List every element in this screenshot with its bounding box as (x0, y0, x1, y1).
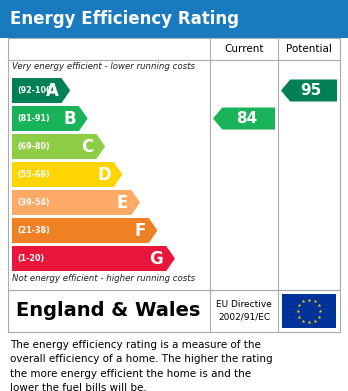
Text: England & Wales: England & Wales (16, 301, 200, 321)
Text: (55-68): (55-68) (17, 170, 50, 179)
Polygon shape (12, 190, 140, 215)
Text: Current: Current (224, 44, 264, 54)
Text: A: A (46, 81, 58, 99)
Text: (92-100): (92-100) (17, 86, 55, 95)
Text: Very energy efficient - lower running costs: Very energy efficient - lower running co… (12, 62, 195, 71)
Text: Potential: Potential (286, 44, 332, 54)
Text: (21-38): (21-38) (17, 226, 50, 235)
Polygon shape (12, 218, 158, 243)
Polygon shape (12, 78, 70, 103)
Polygon shape (12, 246, 175, 271)
Bar (282, 294, 336, 328)
Text: The energy efficiency rating is a measure of the
overall efficiency of a home. T: The energy efficiency rating is a measur… (10, 340, 272, 391)
Text: Energy Efficiency Rating: Energy Efficiency Rating (10, 10, 239, 28)
Text: F: F (134, 221, 146, 240)
Text: B: B (63, 109, 76, 127)
Bar (0, 0, 348, 38)
Polygon shape (12, 162, 122, 187)
Text: (69-80): (69-80) (17, 142, 50, 151)
Polygon shape (12, 134, 105, 159)
Polygon shape (12, 106, 88, 131)
Text: EU Directive: EU Directive (216, 300, 272, 309)
Text: (1-20): (1-20) (17, 254, 44, 263)
Text: E: E (117, 194, 128, 212)
Bar (8, 38, 340, 290)
Polygon shape (281, 79, 337, 102)
Text: (39-54): (39-54) (17, 198, 50, 207)
Text: 2002/91/EC: 2002/91/EC (218, 313, 270, 322)
Text: Not energy efficient - higher running costs: Not energy efficient - higher running co… (12, 274, 195, 283)
Bar (8, 290, 340, 332)
Text: 84: 84 (236, 111, 257, 126)
Text: 95: 95 (301, 83, 322, 98)
Text: D: D (97, 165, 111, 183)
Text: G: G (150, 249, 163, 267)
Text: (81-91): (81-91) (17, 114, 50, 123)
Text: C: C (81, 138, 93, 156)
Polygon shape (213, 108, 275, 129)
